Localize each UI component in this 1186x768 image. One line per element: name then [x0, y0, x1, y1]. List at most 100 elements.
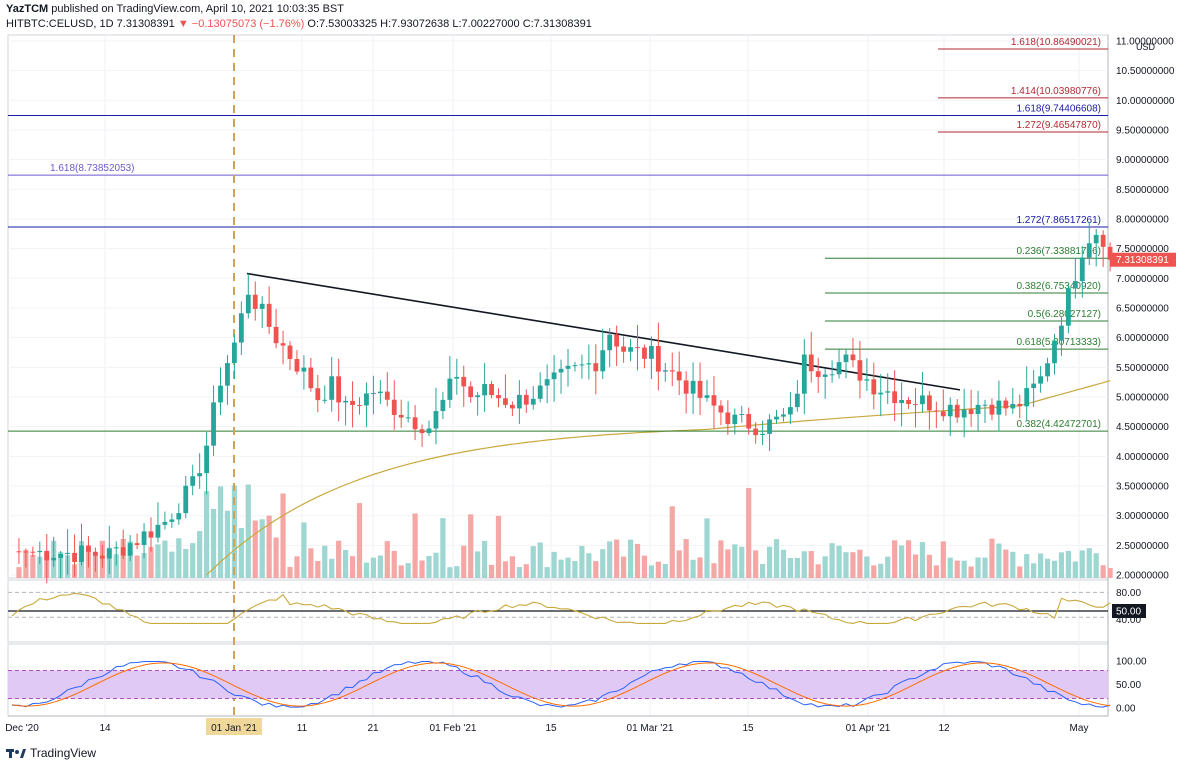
candle-body [621, 346, 626, 352]
last-price-marker [1110, 252, 1176, 267]
candle-body [329, 376, 335, 400]
x-tick-label: 01 Jan '21 [211, 723, 257, 734]
y-tick-label: 5.50000000 [1116, 363, 1169, 374]
candle-body [190, 476, 196, 486]
volume-bar [961, 560, 967, 578]
y-tick-label: 4.00000000 [1116, 452, 1169, 463]
volume-bar [996, 543, 1002, 578]
x-tick-label: 15 [545, 723, 557, 734]
candle-body [607, 334, 613, 351]
candle-body [1003, 400, 1009, 409]
volume-bar [669, 506, 675, 578]
candle-body [885, 391, 891, 393]
volume-bar [732, 544, 738, 578]
header-symbol-line: HITBTC:CELUSD, 1D 7.31308391 ▼ −0.130750… [6, 18, 592, 30]
x-tick-label: 01 Apr '21 [846, 723, 891, 734]
x-tick-label: 01 Mar '21 [627, 723, 674, 734]
tradingview-logo[interactable]: TradingView [6, 746, 96, 760]
candle-body [16, 551, 22, 553]
candle-body [252, 294, 258, 309]
candle-body [878, 392, 884, 395]
candle-body [343, 400, 348, 403]
candle-body [259, 303, 265, 309]
level-label: 0.5(6.28027127) [1028, 309, 1101, 320]
x-tick-label: 01 Feb '21 [430, 723, 477, 734]
y-tick-label: 8.00000000 [1116, 214, 1169, 225]
y-tick-label: 8.50000000 [1116, 185, 1169, 196]
candle-body [718, 405, 724, 413]
candle-body [99, 555, 105, 559]
volume-bar [266, 515, 272, 578]
volume-bar [1003, 549, 1009, 578]
volume-bar [975, 557, 981, 578]
candle-body [815, 371, 821, 377]
candle-body [1059, 325, 1064, 341]
candle-body [927, 395, 932, 411]
volume-bar [343, 550, 349, 578]
candle-body [683, 380, 689, 394]
volume-bar [676, 550, 682, 578]
volume-bar [627, 539, 634, 578]
volume-bar [183, 548, 189, 578]
volume-bar [912, 554, 919, 578]
candle-body [1017, 403, 1023, 407]
candle-body [72, 552, 77, 562]
volume-bar [419, 560, 425, 578]
candle-body [377, 391, 383, 394]
volume-bar [30, 554, 36, 578]
candle-body [23, 551, 29, 553]
candle-body [134, 543, 140, 545]
candle-body [1031, 383, 1037, 389]
volume-bar [509, 556, 515, 578]
author-name[interactable]: YazTCM [6, 3, 49, 15]
candle-body [308, 367, 314, 389]
candle-body [794, 393, 800, 408]
candle-body [850, 354, 856, 361]
candle-body [662, 370, 668, 372]
volume-bar [363, 562, 370, 578]
currency-label: USD [1136, 42, 1156, 52]
volume-bar [607, 541, 613, 578]
volume-bar [461, 545, 467, 578]
tradingview-logo-icon [6, 749, 26, 758]
stoch-tick-label: 100.00 [1116, 657, 1147, 668]
candle-body [649, 345, 654, 359]
candle-body [454, 376, 460, 379]
rsi-50-marker-label: 50.00 [1116, 607, 1141, 618]
candle-body [996, 400, 1002, 415]
candle-body [704, 395, 710, 398]
candle-body [1072, 281, 1078, 289]
candle-body [920, 395, 925, 405]
candle-body [482, 384, 487, 396]
candle-body [245, 294, 251, 314]
candle-body [238, 313, 244, 343]
candle-body [1093, 234, 1099, 244]
volume-bar [280, 493, 286, 578]
candle-body [544, 379, 550, 386]
volume-bar [940, 541, 946, 578]
candle-body [426, 428, 432, 434]
volume-bar [210, 508, 217, 578]
candle-body [808, 354, 814, 372]
volume-bar [753, 550, 759, 578]
candle-body [982, 404, 988, 406]
candle-body [1045, 363, 1050, 377]
stoch-band [8, 670, 1108, 699]
candle-body [753, 428, 759, 436]
y-tick-label: 5.00000000 [1116, 393, 1169, 404]
candle-body [336, 376, 342, 403]
candle-body [593, 363, 599, 372]
volume-bar [711, 563, 717, 578]
candle-body [141, 531, 147, 545]
volume-bar [1038, 553, 1044, 578]
candle-body [642, 347, 647, 359]
volume-bar [725, 549, 731, 578]
volume-bar [704, 518, 710, 578]
y-tick-label: 7.50000000 [1116, 244, 1169, 255]
volume-bar [1010, 551, 1016, 578]
candle-body [315, 388, 321, 401]
candle-body [44, 550, 50, 561]
volume-bar [655, 561, 661, 578]
y-tick-label: 11.00000000 [1116, 36, 1174, 47]
